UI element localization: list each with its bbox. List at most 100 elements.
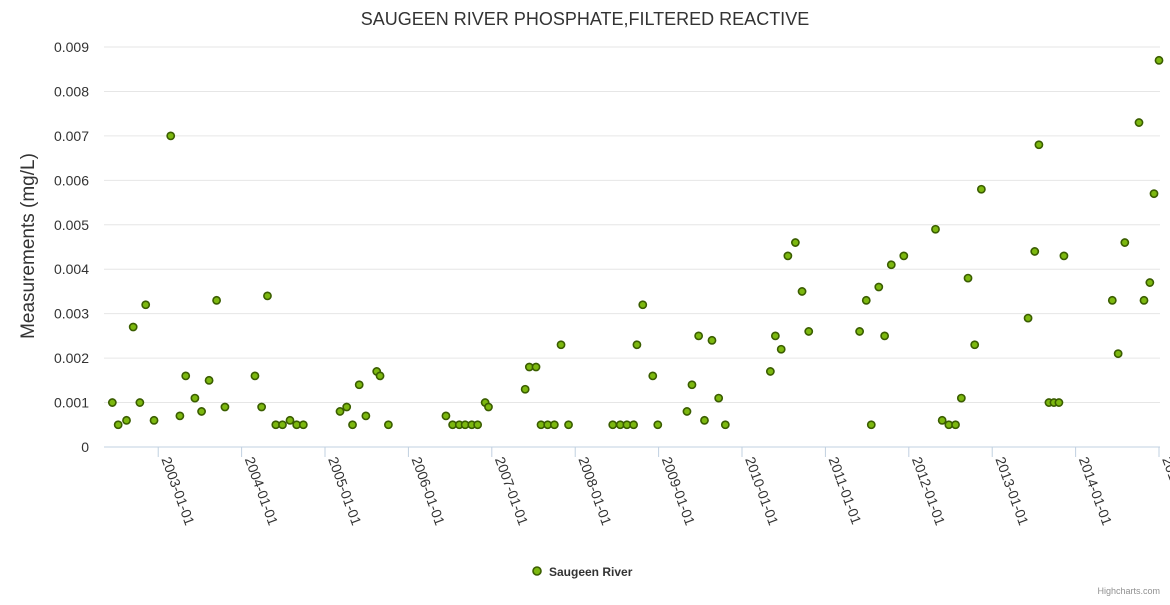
data-point[interactable] [1030, 247, 1040, 256]
data-point[interactable] [629, 420, 638, 430]
data-point[interactable] [874, 282, 884, 292]
data-point[interactable] [776, 344, 786, 354]
data-point[interactable] [1145, 278, 1155, 287]
data-point[interactable] [1154, 55, 1164, 65]
data-point[interactable] [122, 415, 131, 425]
legend-label[interactable]: Saugeen River [549, 565, 633, 579]
data-point[interactable] [1107, 295, 1117, 305]
data-point[interactable] [135, 398, 145, 407]
data-point[interactable] [204, 375, 214, 385]
y-tick-label: 0.005 [54, 217, 89, 233]
data-point[interactable] [220, 402, 230, 412]
y-tick-label: 0.008 [54, 83, 89, 99]
y-gridlines [104, 46, 1160, 448]
data-point[interactable] [250, 371, 260, 381]
data-point[interactable] [653, 420, 663, 430]
data-point[interactable] [564, 420, 573, 430]
data-point[interactable] [720, 420, 730, 430]
data-point[interactable] [963, 273, 973, 283]
data-point[interactable] [970, 340, 980, 350]
data-point[interactable] [348, 420, 357, 430]
data-point[interactable] [899, 251, 909, 261]
data-point[interactable] [714, 393, 724, 403]
data-point[interactable] [608, 420, 618, 430]
data-point[interactable] [149, 415, 159, 425]
data-point[interactable] [687, 380, 697, 390]
data-point[interactable] [190, 393, 200, 403]
y-tick-label: 0.001 [54, 395, 89, 411]
y-axis-title: Measurements (mg/L) [18, 153, 39, 339]
data-point[interactable] [175, 411, 185, 421]
data-point[interactable] [1054, 398, 1064, 407]
data-point[interactable] [790, 238, 800, 247]
data-point[interactable] [128, 322, 138, 332]
data-point[interactable] [285, 415, 295, 425]
data-point[interactable] [441, 411, 451, 421]
data-point[interactable] [166, 131, 176, 141]
data-point[interactable] [976, 184, 986, 194]
data-point[interactable] [197, 407, 206, 416]
data-point[interactable] [342, 402, 352, 412]
data-point[interactable] [886, 260, 896, 270]
data-point[interactable] [354, 380, 364, 390]
data-point[interactable] [1149, 189, 1159, 199]
data-point[interactable] [107, 398, 117, 407]
data-point[interactable] [804, 327, 814, 336]
data-point[interactable] [263, 291, 272, 301]
data-point[interactable] [1139, 295, 1149, 305]
data-point[interactable] [531, 362, 541, 372]
data-point[interactable] [880, 331, 890, 341]
data-point[interactable] [556, 340, 566, 350]
data-point[interactable] [520, 384, 530, 394]
data-point[interactable] [473, 420, 483, 430]
y-tick-label: 0.006 [54, 172, 89, 188]
data-point[interactable] [861, 295, 871, 305]
data-point[interactable] [1059, 251, 1069, 261]
data-point[interactable] [694, 331, 704, 341]
data-point[interactable] [257, 402, 267, 412]
data-point[interactable] [383, 420, 393, 430]
credits-link[interactable]: Highcharts.com [1097, 586, 1160, 596]
data-point[interactable] [951, 420, 960, 430]
y-tick-label: 0.002 [54, 350, 89, 366]
data-point[interactable] [700, 415, 709, 425]
data-point[interactable] [866, 420, 876, 430]
data-point[interactable] [707, 335, 717, 345]
data-point[interactable] [212, 295, 221, 305]
data-point[interactable] [770, 331, 780, 341]
data-point[interactable] [1113, 349, 1123, 359]
legend[interactable]: Saugeen River [532, 565, 633, 579]
data-point[interactable] [549, 420, 559, 430]
data-point[interactable] [855, 327, 865, 336]
data-point[interactable] [937, 415, 947, 425]
data-point[interactable] [648, 371, 658, 381]
data-point[interactable] [632, 340, 642, 350]
data-point[interactable] [765, 367, 775, 376]
data-point[interactable] [113, 420, 123, 430]
data-point[interactable] [956, 393, 966, 403]
data-point[interactable] [1134, 118, 1144, 127]
data-point[interactable] [682, 407, 692, 416]
y-tick-label: 0.003 [54, 306, 89, 322]
data-point[interactable] [1023, 313, 1033, 323]
data-point[interactable] [484, 402, 493, 412]
y-tick-label: 0.009 [54, 39, 89, 55]
data-point[interactable] [141, 300, 151, 310]
data-point[interactable] [638, 300, 648, 310]
data-point[interactable] [1034, 140, 1044, 150]
y-axis-labels: 0 0.001 0.002 0.003 0.004 0.005 0.006 0.007 0.00… [54, 39, 89, 455]
data-point[interactable] [335, 407, 345, 416]
data-point[interactable] [181, 371, 191, 381]
data-point[interactable] [1120, 238, 1130, 247]
legend-marker-icon[interactable] [532, 566, 542, 576]
data-point[interactable] [931, 224, 940, 234]
data-point[interactable] [783, 251, 793, 261]
data-point[interactable] [278, 420, 287, 430]
data-point[interactable] [361, 411, 371, 421]
data-point[interactable] [298, 420, 308, 430]
data-point[interactable] [375, 371, 385, 381]
data-point[interactable] [797, 287, 807, 296]
